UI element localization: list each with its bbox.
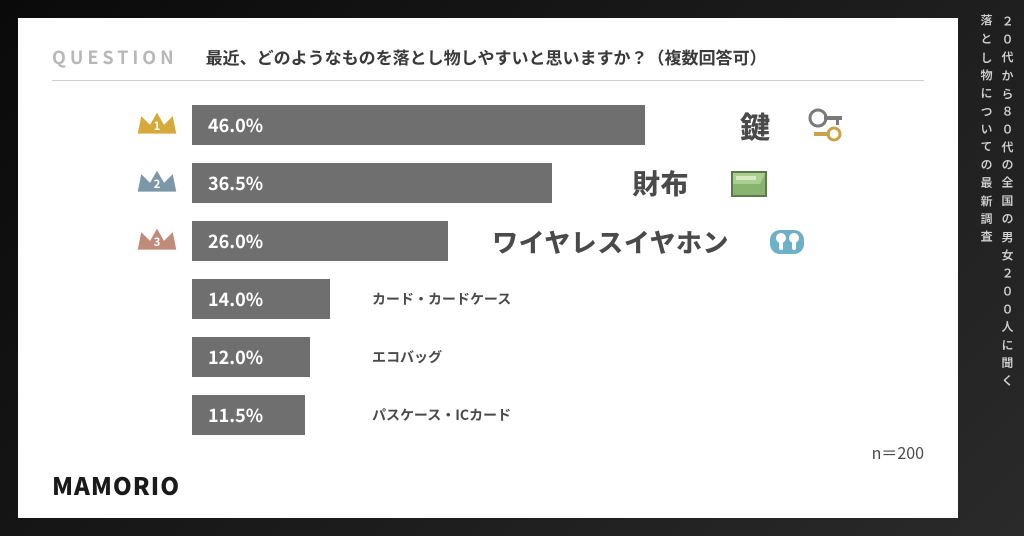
sample-size: n＝200 — [872, 440, 924, 464]
question-text: 最近、どのようなものを落とし物しやすいと思いますか？（複数回答可） — [206, 44, 767, 69]
bar-row: 14.0% カード・カードケース — [192, 277, 882, 321]
header-row: QUESTION 最近、どのようなものを落とし物しやすいと思いますか？（複数回答… — [52, 44, 924, 70]
bar-label: カード・カードケース — [372, 277, 511, 321]
bar-label: 鍵 — [740, 103, 771, 147]
bar-pct: 11.5% — [208, 402, 263, 428]
chart-card: QUESTION 最近、どのようなものを落とし物しやすいと思いますか？（複数回答… — [18, 18, 958, 518]
keys-icon — [804, 104, 850, 151]
bar-label: 財布 — [632, 161, 689, 205]
bar-pct: 36.5% — [208, 170, 263, 196]
bar-row: 46.0%1鍵 — [192, 103, 882, 147]
side-caption: ２０代から８０代の全国の男女２００人に聞く 落とし物についての最新調査 — [978, 14, 1016, 522]
bar: 26.0% — [192, 221, 448, 261]
bar-label: ワイヤレスイヤホン — [492, 219, 729, 263]
bar-label: パスケース・ICカード — [372, 393, 511, 437]
crown-icon: 3 — [136, 225, 178, 255]
bar-row: 26.0%3ワイヤレスイヤホン — [192, 219, 882, 263]
bar-pct: 26.0% — [208, 228, 263, 254]
question-label: QUESTION — [52, 44, 178, 70]
crown-icon: 2 — [136, 167, 178, 197]
side-line-1: ２０代から８０代の全国の男女２００人に聞く — [999, 14, 1016, 522]
svg-text:1: 1 — [154, 118, 161, 134]
bar: 11.5% — [192, 395, 305, 435]
bar-chart: 46.0%1鍵 36.5%2財布 26.0%3ワイヤレスイヤホン 14.0% カード・カ… — [192, 103, 882, 437]
wallet-icon — [726, 162, 772, 209]
brand-logo: MAMORIO — [52, 467, 180, 502]
earbuds-icon — [764, 220, 810, 267]
crown-icon: 1 — [136, 109, 178, 139]
bar-row: 11.5% パスケース・ICカード — [192, 393, 882, 437]
bar-pct: 14.0% — [208, 286, 263, 312]
bar: 46.0% — [192, 105, 645, 145]
divider — [52, 80, 924, 81]
svg-text:2: 2 — [154, 176, 161, 192]
bar-row: 12.0% エコバッグ — [192, 335, 882, 379]
bar: 12.0% — [192, 337, 310, 377]
bar-pct: 12.0% — [208, 344, 263, 370]
bar-row: 36.5%2財布 — [192, 161, 882, 205]
bar-label: エコバッグ — [372, 335, 442, 379]
bar: 36.5% — [192, 163, 552, 203]
svg-text:3: 3 — [154, 234, 161, 250]
bar: 14.0% — [192, 279, 330, 319]
side-line-2: 落とし物についての最新調査 — [978, 14, 995, 522]
bar-pct: 46.0% — [208, 112, 263, 138]
